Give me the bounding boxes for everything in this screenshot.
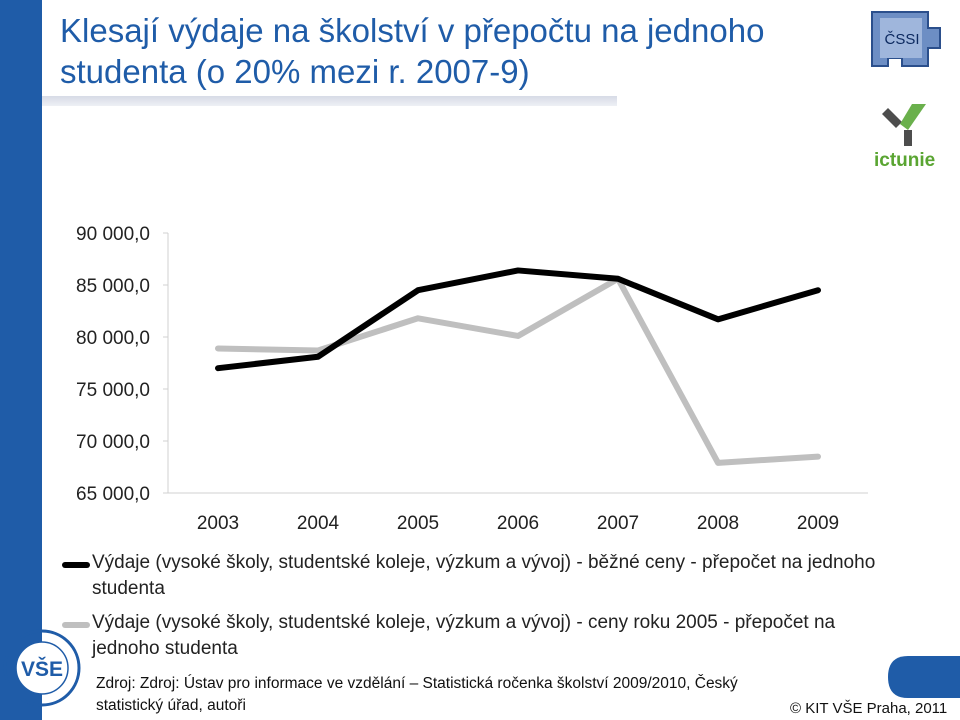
source-note: Zdroj: Zdroj: Ústav pro informace ve vzd…	[96, 675, 738, 714]
vse-logo-text: VŠE	[21, 657, 63, 681]
x-tick-label: 2009	[797, 513, 839, 534]
x-tick-label: 2005	[397, 513, 439, 534]
x-tick-label: 2004	[297, 513, 340, 534]
y-tick-label: 65 000,0	[76, 484, 150, 505]
x-tick-label: 2008	[697, 513, 739, 534]
corner-decoration	[888, 656, 960, 698]
x-tick-label: 2006	[497, 513, 539, 534]
data-point	[517, 335, 519, 337]
y-tick-label: 70 000,0	[76, 432, 150, 453]
y-tick-label: 75 000,0	[76, 380, 150, 401]
data-point	[217, 347, 219, 349]
data-point	[417, 317, 419, 319]
title-underline	[42, 96, 617, 106]
legend-swatch-black	[62, 562, 90, 568]
ictunie-logo: ictunie	[874, 104, 935, 171]
series-line-2005-prices	[215, 275, 821, 466]
data-point	[717, 318, 719, 320]
data-point	[717, 462, 719, 464]
data-point	[317, 356, 319, 358]
data-point	[817, 289, 819, 291]
slide-title: Klesají výdaje na školství v přepočtu na…	[60, 12, 765, 90]
data-point	[217, 367, 219, 369]
data-point	[517, 269, 519, 271]
data-point	[817, 456, 819, 458]
cssi-logo-text: ČSSI	[884, 31, 919, 48]
series-line-current-prices	[215, 267, 821, 372]
data-point	[417, 289, 419, 291]
y-tick-label: 90 000,0	[76, 224, 150, 245]
vse-logo: VŠE	[3, 629, 81, 707]
cssi-logo: ČSSI	[871, 11, 941, 67]
copyright-text: © KIT VŠE Praha, 2011	[790, 700, 948, 717]
legend-item-2005-prices: Výdaje (vysoké školy, studentské koleje,…	[62, 610, 882, 662]
data-point	[317, 350, 319, 352]
legend-item-current-prices: Výdaje (vysoké školy, studentské koleje,…	[62, 550, 882, 602]
x-tick-label: 2003	[197, 513, 239, 534]
x-tick-label: 2007	[597, 513, 639, 534]
legend-label: Výdaje (vysoké školy, studentské koleje,…	[92, 552, 876, 599]
left-accent-bar	[0, 0, 42, 720]
legend-label: Výdaje (vysoké školy, studentské koleje,…	[92, 612, 836, 659]
data-point	[617, 278, 619, 280]
y-tick-label: 85 000,0	[76, 276, 150, 297]
legend-swatch-gray	[62, 622, 90, 628]
ictunie-logo-text: ictunie	[874, 150, 935, 171]
y-tick-label: 80 000,0	[76, 328, 150, 349]
